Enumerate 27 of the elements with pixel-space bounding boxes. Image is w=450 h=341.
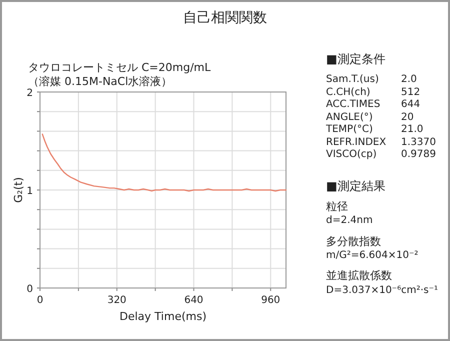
text: 粒径 [326, 200, 348, 213]
y-axis-title: G₂(t) [12, 177, 25, 203]
text: 多分散指数 [326, 235, 381, 248]
line-series [42, 134, 287, 192]
x-tick-label: 640 [184, 295, 204, 306]
text: Sam.T.(us) 2.0 [326, 74, 417, 85]
chart-title: 自己相関関数 [183, 10, 267, 26]
text: ACC.TIMES 644 [326, 99, 420, 110]
y-tick-label: 2 [26, 88, 33, 99]
text: ANGLE(°) 20 [326, 112, 414, 123]
x-tick-label: 960 [261, 295, 280, 306]
y-tick-label: 1 [26, 186, 33, 197]
text: ■測定結果 [326, 179, 386, 193]
chart-subtitle: タウロコレートミセル C=20mg/mL （溶媒 0.15M-NaCl水溶液） [28, 61, 212, 88]
text: 並進拡散係数 [326, 269, 392, 282]
x-axis-title: Delay Time(ms) [120, 310, 206, 323]
x-tick-label: 320 [107, 295, 126, 306]
text: REFR.INDEX 1.3370 [326, 137, 436, 148]
text: ■測定条件 [326, 52, 386, 66]
text: d=2.4nm [326, 215, 373, 226]
text: VISCO(cp) 0.9789 [326, 149, 436, 160]
text: TEMP(°C) 21.0 [326, 124, 424, 135]
text: m/G²=6.604×10⁻² [326, 250, 418, 261]
text: D=3.037×10⁻⁶cm²·s⁻¹ [326, 285, 438, 296]
x-tick-label: 0 [36, 295, 44, 306]
text: C.CH(ch) 512 [326, 87, 420, 98]
y-tick-label: 0 [26, 284, 33, 295]
